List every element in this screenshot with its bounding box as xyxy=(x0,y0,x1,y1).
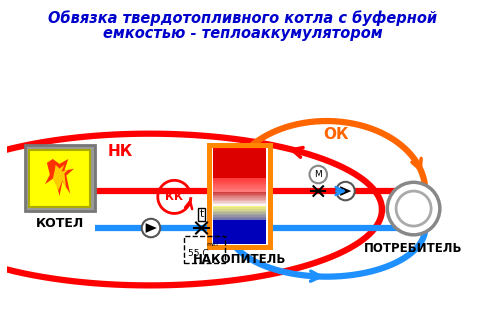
Bar xyxy=(213,158,265,160)
Polygon shape xyxy=(53,165,68,190)
Bar xyxy=(213,148,265,151)
Bar xyxy=(213,174,265,176)
Bar xyxy=(213,150,265,152)
Bar xyxy=(209,145,269,248)
Bar xyxy=(213,183,265,186)
Circle shape xyxy=(387,182,439,235)
Bar xyxy=(213,184,265,187)
Text: НАКОПИТЕЛЬ: НАКОПИТЕЛЬ xyxy=(193,253,286,266)
Bar xyxy=(213,211,265,214)
Bar xyxy=(213,166,265,168)
Text: М: М xyxy=(314,170,321,179)
Bar xyxy=(213,217,265,220)
Bar xyxy=(213,239,265,242)
Circle shape xyxy=(335,182,354,200)
Bar xyxy=(30,150,90,207)
Bar xyxy=(213,175,265,178)
Bar xyxy=(213,194,265,197)
Bar xyxy=(213,161,265,163)
Circle shape xyxy=(309,166,326,183)
Bar xyxy=(213,187,265,190)
Bar xyxy=(213,200,265,203)
Bar xyxy=(213,152,265,154)
Bar xyxy=(213,198,265,201)
Bar xyxy=(213,202,265,204)
Bar xyxy=(213,222,265,225)
Bar xyxy=(213,189,265,192)
Bar xyxy=(213,232,265,234)
Bar xyxy=(213,233,265,236)
Bar xyxy=(213,241,265,243)
Bar xyxy=(209,145,269,248)
Text: КОТЕЛ: КОТЕЛ xyxy=(35,217,83,230)
Bar xyxy=(213,235,265,237)
Bar xyxy=(213,227,265,229)
Bar xyxy=(213,209,265,212)
Text: t: t xyxy=(199,209,203,220)
Text: 55 C: 55 C xyxy=(188,249,209,258)
Polygon shape xyxy=(45,159,74,196)
Bar xyxy=(213,180,265,182)
Bar xyxy=(213,206,265,209)
Bar xyxy=(213,216,265,218)
Bar xyxy=(213,230,265,232)
Bar xyxy=(213,163,265,165)
Text: КК: КК xyxy=(165,192,183,202)
Bar xyxy=(213,186,265,189)
Bar xyxy=(213,228,265,231)
Polygon shape xyxy=(145,223,156,233)
Text: min: min xyxy=(206,242,218,247)
Bar xyxy=(213,155,265,157)
Bar xyxy=(213,170,265,173)
Bar xyxy=(213,225,265,228)
Bar xyxy=(213,205,265,207)
Bar xyxy=(213,153,265,156)
Bar xyxy=(213,172,265,175)
Bar xyxy=(213,197,265,199)
Text: Обвязка твердотопливного котла с буферной: Обвязка твердотопливного котла с буферно… xyxy=(48,10,436,26)
Polygon shape xyxy=(339,186,350,196)
Bar xyxy=(213,203,265,206)
Text: емкостью - теплоаккумулятором: емкостью - теплоаккумулятором xyxy=(102,26,381,41)
Bar xyxy=(213,213,265,215)
Bar xyxy=(213,181,265,184)
Bar xyxy=(213,192,265,195)
Circle shape xyxy=(395,191,430,226)
Bar xyxy=(213,219,265,221)
Bar xyxy=(25,145,94,211)
Bar xyxy=(213,178,265,181)
Bar xyxy=(213,236,265,239)
Bar xyxy=(213,208,265,210)
Bar xyxy=(213,177,265,179)
Bar xyxy=(213,238,265,240)
Bar xyxy=(213,159,265,162)
Bar xyxy=(213,169,265,171)
Bar xyxy=(213,224,265,226)
Bar xyxy=(213,191,265,193)
Bar xyxy=(213,164,265,167)
Bar xyxy=(183,236,225,263)
Circle shape xyxy=(141,219,160,237)
Text: ОК: ОК xyxy=(323,127,348,142)
Bar xyxy=(213,220,265,223)
Bar xyxy=(213,214,265,217)
Bar xyxy=(213,220,265,243)
Bar xyxy=(213,167,265,170)
Text: НК: НК xyxy=(107,144,133,159)
Text: ПОТРЕБИТЕЛЬ: ПОТРЕБИТЕЛЬ xyxy=(363,242,462,255)
Bar xyxy=(213,195,265,198)
Bar xyxy=(213,156,265,159)
Bar xyxy=(213,149,265,178)
